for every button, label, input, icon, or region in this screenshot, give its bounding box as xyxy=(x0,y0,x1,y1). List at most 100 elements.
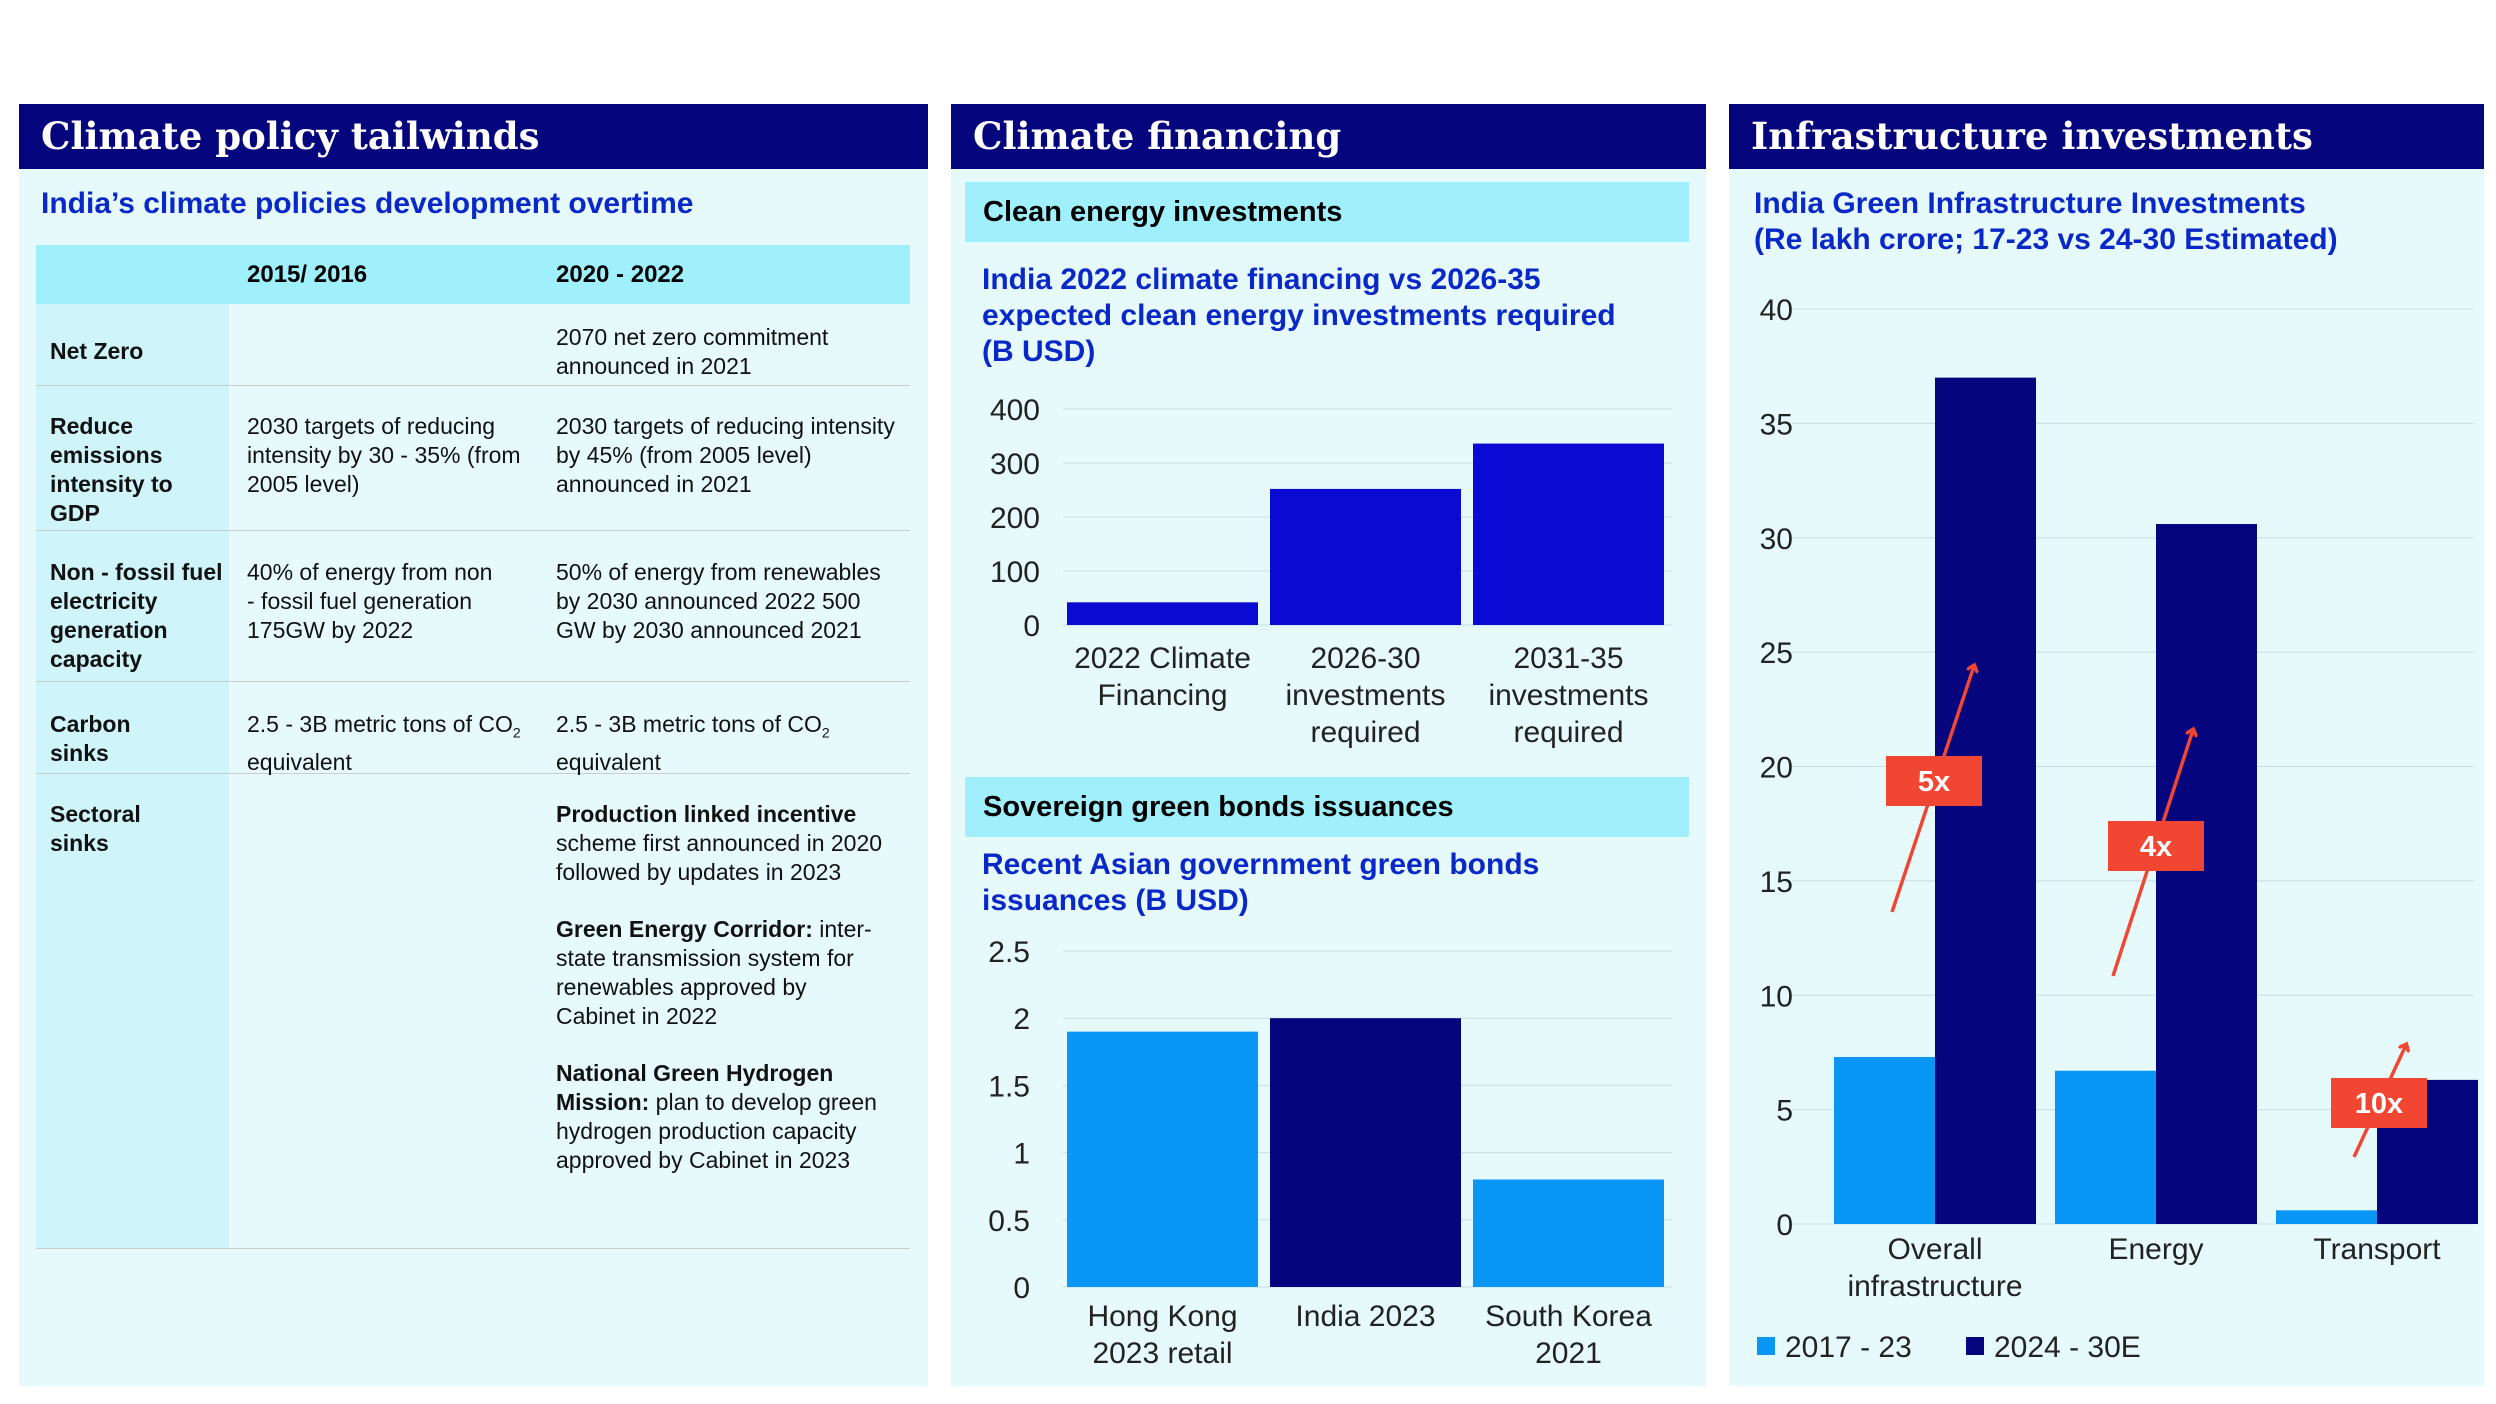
sectoral-item-corridor: Green Energy Corridor: inter-state trans… xyxy=(556,915,886,1031)
item-bold: National Green Hydrogen Mission: xyxy=(556,1060,834,1115)
chart3-ytick-label: 15 xyxy=(1760,866,1793,899)
row-label-carbon-sinks: Carbon sinks xyxy=(50,711,131,766)
chart2-ytick-label: 2 xyxy=(1013,1003,1030,1036)
sectoral-item-pli: Production linked incentive scheme first… xyxy=(556,800,886,887)
chart3-bar-future xyxy=(2156,524,2257,1224)
panel-title: Climate financing xyxy=(951,104,1706,169)
chart1-ytick-label: 100 xyxy=(990,556,1040,589)
chart1-ytick-label: 0 xyxy=(1023,610,1040,643)
chart3-bar-past xyxy=(1834,1057,1935,1224)
chart2-category-label: India 2023 xyxy=(1295,1300,1435,1333)
chart2-ytick-label: 0.5 xyxy=(988,1205,1030,1238)
chart3-ytick-label: 10 xyxy=(1760,980,1793,1013)
row-label-net-zero: Net Zero xyxy=(50,338,144,364)
co2-text-end: equivalent xyxy=(556,748,661,775)
chart1-bar xyxy=(1067,602,1258,625)
chart1-ytick-label: 300 xyxy=(990,448,1040,481)
chart2-category-label: Hong Kong xyxy=(1087,1300,1237,1333)
panel-title: Climate policy tailwinds xyxy=(19,104,928,169)
chart3-ytick-label: 25 xyxy=(1760,637,1793,670)
chart1-bar xyxy=(1270,488,1461,625)
chart3-ytick-label: 30 xyxy=(1760,523,1793,556)
row-divider xyxy=(36,1248,910,1249)
chart3-category-label: Overall xyxy=(1887,1233,1982,1266)
growth-badge-label: 10x xyxy=(2355,1088,2403,1120)
legend-label: 2024 - 30E xyxy=(1994,1331,2141,1364)
chart2-ytick-label: 0 xyxy=(1013,1272,1030,1305)
legend-label: 2017 - 23 xyxy=(1785,1331,1912,1364)
row-divider xyxy=(36,773,910,774)
row-divider xyxy=(36,681,910,682)
growth-badge xyxy=(2331,1078,2427,1128)
table-header-2020: 2020 - 2022 xyxy=(556,261,685,288)
chart3-ytick-label: 20 xyxy=(1760,752,1793,785)
chart2-title-text: Recent Asian government green bonds issu… xyxy=(982,848,1540,917)
chart3-title-line2: (Re lakh crore; 17-23 vs 24-30 Estimated… xyxy=(1754,223,2338,256)
chart1-ytick-label: 200 xyxy=(990,502,1040,535)
row-divider xyxy=(36,530,910,531)
table-header xyxy=(36,245,910,304)
chart1-category-label: investments xyxy=(1488,679,1648,712)
chart3-bar-past xyxy=(2276,1210,2377,1224)
row-label-emissions: Reduce emissions intensity to GDP xyxy=(50,413,173,526)
co2-text: 2.5 - 3B metric tons of CO xyxy=(556,711,822,737)
chart2-category-label: 2023 retail xyxy=(1092,1337,1232,1370)
chart3-ytick-label: 40 xyxy=(1760,294,1793,327)
chart1-category-label: Financing xyxy=(1097,679,1227,712)
cell-carbon-sinks-2020: 2.5 - 3B metric tons of CO2 equivalent xyxy=(556,710,886,777)
chart2-bar xyxy=(1270,1018,1461,1287)
co2-subscript: 2 xyxy=(512,724,521,741)
row-divider xyxy=(36,385,910,386)
chart1-title-text: India 2022 climate financing vs 2026-35 … xyxy=(982,263,1616,368)
chart3-bar-past xyxy=(2055,1070,2156,1224)
growth-badge-label: 4x xyxy=(2140,831,2172,863)
chart3-category-label: infrastructure xyxy=(1847,1270,2022,1303)
chart1-category-label: 2022 Climate xyxy=(1074,642,1251,675)
panel-climate-policy: Climate policy tailwinds India’s climate… xyxy=(19,104,928,1386)
section-clean-energy: Clean energy investments xyxy=(965,182,1689,242)
cell-emissions-2020: 2030 targets of reducing intensity by 45… xyxy=(556,413,895,497)
cell-non-fossil-2020: 50% of energy from renewables by 2030 an… xyxy=(556,559,881,643)
row-label-non-fossil: Non - fossil fuel electricity generation… xyxy=(50,559,223,672)
panel-title: Infrastructure investments xyxy=(1729,104,2484,169)
chart1-ytick-label: 400 xyxy=(990,394,1040,427)
chart3-category-label: Energy xyxy=(2108,1233,2203,1266)
chart2-ytick-label: 1 xyxy=(1013,1138,1030,1171)
chart3-title-line1: India Green Infrastructure Investments xyxy=(1754,187,2306,220)
co2-subscript: 2 xyxy=(821,724,830,741)
co2-text: 2.5 - 3B metric tons of CO xyxy=(247,711,513,737)
chart2-bar xyxy=(1473,1179,1664,1287)
item-text: scheme first announced in 2020 followed … xyxy=(556,830,883,885)
chart1-category-label: investments xyxy=(1285,679,1445,712)
chart1-category-label: 2031-35 xyxy=(1513,642,1623,675)
chart3-ytick-label: 35 xyxy=(1760,408,1793,441)
section-green-bonds: Sovereign green bonds issuances xyxy=(965,777,1689,837)
table-header-2015: 2015/ 2016 xyxy=(247,261,368,288)
cell-carbon-sinks-2015: 2.5 - 3B metric tons of CO2 equivalent xyxy=(247,710,547,777)
table-subtitle: India’s climate policies development ove… xyxy=(41,187,694,220)
chart2-category-label: 2021 xyxy=(1535,1337,1602,1370)
cell-emissions-2015: 2030 targets of reducing intensity by 30… xyxy=(247,413,521,497)
item-bold: Production linked incentive xyxy=(556,801,857,827)
legend-swatch xyxy=(1966,1337,1984,1355)
chart1-title: India 2022 climate financing vs 2026-35 … xyxy=(982,262,1622,370)
chart3-title: India Green Infrastructure Investments (… xyxy=(1754,186,2474,258)
chart3-category-label: Transport xyxy=(2313,1233,2441,1266)
legend-swatch xyxy=(1757,1337,1775,1355)
chart3-ytick-label: 0 xyxy=(1776,1209,1793,1242)
chart2-title: Recent Asian government green bonds issu… xyxy=(982,847,1582,919)
item-bold: Green Energy Corridor: xyxy=(556,916,813,942)
chart2-bar xyxy=(1067,1031,1258,1287)
growth-badge-label: 5x xyxy=(1918,766,1950,798)
chart1-category-label: required xyxy=(1310,716,1420,749)
cell-net-zero-2020: 2070 net zero commitment announced in 20… xyxy=(556,324,829,379)
item-text: inter-state transmission system for rene… xyxy=(556,916,872,1029)
chart1-category-label: 2026-30 xyxy=(1310,642,1420,675)
growth-badge xyxy=(1886,756,1982,806)
item-text: plan to develop green hydrogen productio… xyxy=(556,1089,877,1173)
chart1-bar xyxy=(1473,443,1664,625)
row-label-sectoral-sinks: Sectoral sinks xyxy=(50,801,141,856)
co2-text-end: equivalent xyxy=(247,748,352,775)
growth-badge xyxy=(2108,821,2204,871)
